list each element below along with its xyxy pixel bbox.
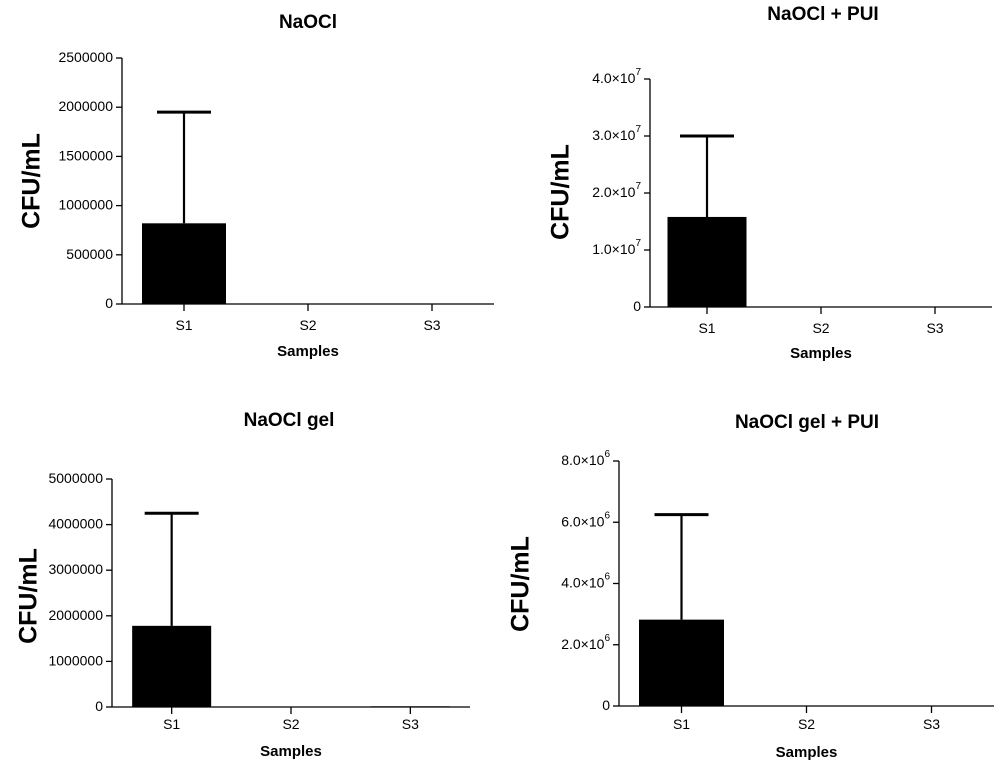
chart-panel: NaOCl gel CFU/mL 0 1000000 2000000 3000000 400… [15,410,470,760]
bar [639,619,724,706]
bar [370,706,450,707]
y-tick-label: 0 [105,295,113,311]
x-axis-label: Samples [776,744,838,761]
chart-title: NaOCl [279,12,337,33]
y-tick-label: 3000000 [48,561,103,577]
x-tick-label: S1 [698,320,715,336]
chart-panel: NaOCl gel + PUI CFU/mL 0 2.0×106 4.0×106 6.0×… [507,412,994,761]
x-tick-label: S2 [812,320,829,336]
y-tick-label: 2.0×107 [592,181,641,200]
x-tick-label: S3 [923,716,940,732]
y-tick-label: 0 [602,697,610,713]
y-tick-label: 3.0×107 [592,124,641,143]
y-tick-label: 4.0×106 [561,571,610,590]
x-tick-label: S2 [299,317,316,333]
x-axis-label: Samples [260,743,322,760]
y-tick-label: 2000000 [58,98,113,114]
chart-title: NaOCl + PUI [767,4,878,25]
x-tick-label: S3 [423,317,440,333]
chart-panel: NaOCl + PUI CFU/mL 0 1.0×107 2.0×107 3.0×107 4… [547,4,992,362]
x-tick-label: S1 [175,317,192,333]
x-tick-label: S2 [282,716,299,732]
y-axis-label: CFU/mL [507,536,535,632]
y-tick-label: 0 [633,298,641,314]
x-tick-label: S1 [673,716,690,732]
y-tick-label: 4.0×107 [592,67,641,86]
chart-title: NaOCl gel + PUI [735,412,879,433]
y-tick-label: 1500000 [58,147,113,163]
bar [142,223,226,304]
x-axis-label: Samples [790,345,852,362]
y-tick-label: 1000000 [48,652,103,668]
y-axis-label: CFU/mL [18,133,46,229]
y-axis-label: CFU/mL [15,548,43,644]
x-axis-label: Samples [277,343,339,360]
y-tick-label: 2500000 [58,49,113,65]
bar [132,625,212,707]
y-tick-label: 8.0×106 [561,449,610,468]
y-tick-label: 2.0×106 [561,632,610,651]
chart-title: NaOCl gel [244,410,335,431]
y-axis-label: CFU/mL [547,144,575,240]
y-tick-label: 500000 [66,246,113,262]
y-tick-label: 1000000 [58,196,113,212]
x-tick-label: S1 [163,716,180,732]
x-tick-label: S3 [402,716,419,732]
y-tick-label: 4000000 [48,515,103,531]
y-tick-label: 2000000 [48,607,103,623]
bar [667,216,747,307]
x-tick-label: S2 [798,716,815,732]
y-tick-label: 0 [95,698,103,714]
y-tick-label: 1.0×107 [592,238,641,257]
x-tick-label: S3 [926,320,943,336]
chart-panel: NaOCl CFU/mL 0 500000 1000000 1500000 2000000 2… [18,12,494,360]
y-tick-label: 6.0×106 [561,510,610,529]
y-tick-label: 5000000 [48,470,103,486]
